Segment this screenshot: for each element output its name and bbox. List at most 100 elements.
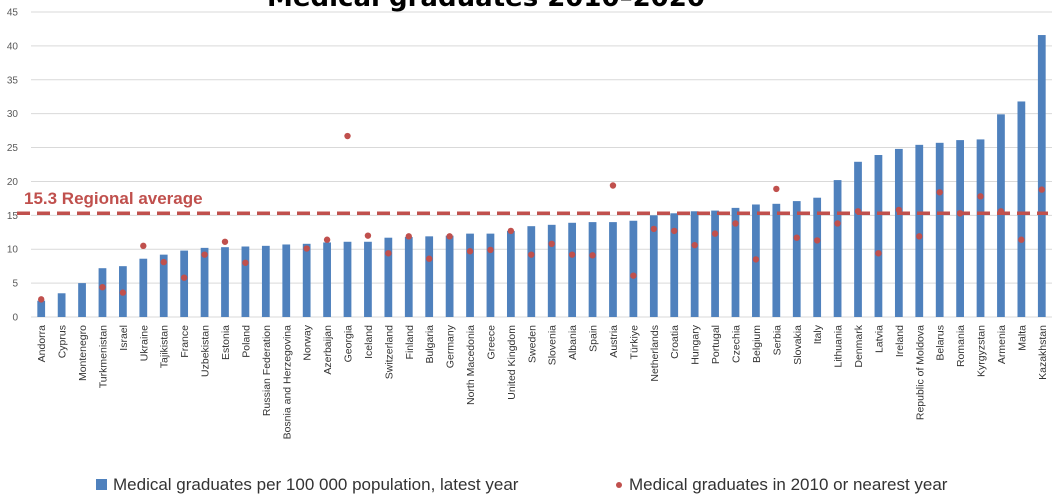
y-tick-label: 40 bbox=[7, 41, 19, 52]
bar bbox=[1017, 101, 1025, 317]
bar bbox=[466, 234, 474, 317]
x-category-label: France bbox=[179, 325, 191, 358]
x-category-label: United Kingdom bbox=[506, 325, 518, 400]
x-category-label: Lithuania bbox=[833, 325, 845, 368]
bar bbox=[956, 140, 964, 317]
bar bbox=[936, 143, 944, 317]
bar bbox=[977, 139, 985, 317]
x-category-label: Russian Federation bbox=[261, 325, 273, 416]
point bbox=[344, 133, 350, 139]
bar bbox=[180, 251, 188, 317]
bar bbox=[813, 198, 821, 317]
x-category-label: Turkmenistan bbox=[97, 325, 109, 388]
x-category-label: Netherlands bbox=[649, 325, 661, 382]
bar bbox=[772, 204, 780, 317]
point bbox=[181, 274, 187, 280]
x-category-label: Portugal bbox=[710, 325, 722, 364]
x-category-label: Romania bbox=[955, 325, 967, 367]
point bbox=[569, 251, 575, 257]
point bbox=[161, 259, 167, 265]
point bbox=[38, 296, 44, 302]
x-category-label: Cyprus bbox=[57, 325, 69, 358]
y-tick-label: 5 bbox=[12, 279, 18, 290]
legend-point-label: Medical graduates in 2010 or nearest yea… bbox=[629, 475, 948, 494]
point bbox=[589, 252, 595, 258]
bar bbox=[78, 283, 86, 317]
x-category-label: Serbia bbox=[771, 325, 783, 356]
x-category-label: Uzbekistan bbox=[200, 325, 212, 377]
x-category-label: Greece bbox=[485, 325, 497, 360]
bar bbox=[711, 211, 719, 317]
x-category-label: Belgium bbox=[751, 325, 763, 363]
point bbox=[916, 233, 922, 239]
x-category-label: Montenegro bbox=[77, 325, 89, 381]
chart-title: Medical graduates 2010–2020 bbox=[267, 0, 705, 13]
x-category-label: Ireland bbox=[894, 325, 906, 357]
x-category-label: Slovakia bbox=[792, 325, 804, 365]
point bbox=[528, 251, 534, 257]
bar bbox=[875, 155, 883, 317]
regional-average-label: 15.3 Regional average bbox=[24, 189, 203, 208]
bar bbox=[262, 246, 270, 317]
x-category-label: Spain bbox=[588, 325, 600, 352]
bar bbox=[221, 247, 229, 317]
x-category-label: Malta bbox=[1016, 325, 1028, 351]
x-category-label: Czechia bbox=[730, 325, 742, 363]
x-category-label: Norway bbox=[302, 324, 314, 360]
bar bbox=[630, 221, 638, 317]
point bbox=[426, 256, 432, 262]
point bbox=[671, 228, 677, 234]
bar bbox=[691, 211, 699, 317]
x-category-label: Italy bbox=[812, 324, 824, 344]
x-category-label: Hungary bbox=[690, 324, 702, 364]
x-category-label: Denmark bbox=[853, 324, 865, 367]
y-tick-label: 35 bbox=[7, 75, 19, 86]
bar bbox=[854, 162, 862, 317]
point bbox=[99, 284, 105, 290]
point bbox=[487, 247, 493, 253]
x-category-label: Georgia bbox=[343, 325, 355, 363]
x-axis-categories: Andorra Cyprus Montenegro Turkmenistan Israe… bbox=[36, 324, 1049, 439]
point bbox=[365, 232, 371, 238]
point bbox=[691, 242, 697, 248]
x-category-label: Switzerland bbox=[383, 325, 395, 379]
point bbox=[610, 182, 616, 188]
x-category-label: Türkiye bbox=[628, 325, 640, 360]
bar bbox=[834, 180, 842, 317]
bar bbox=[487, 234, 495, 317]
point bbox=[834, 220, 840, 226]
reference-line-group: 15.3 Regional average bbox=[17, 189, 1048, 213]
point-series bbox=[38, 133, 1045, 303]
bar bbox=[895, 149, 903, 317]
point bbox=[385, 250, 391, 256]
y-tick-label: 20 bbox=[7, 177, 19, 188]
legend-bar-swatch bbox=[96, 479, 107, 490]
x-category-label: Iceland bbox=[363, 325, 375, 359]
bar bbox=[568, 223, 576, 317]
x-category-label: Belarus bbox=[935, 325, 947, 361]
x-category-label: Poland bbox=[240, 325, 252, 358]
x-category-label: Tajikistan bbox=[159, 325, 171, 368]
point bbox=[549, 241, 555, 247]
point bbox=[630, 272, 636, 278]
bar bbox=[242, 247, 250, 317]
point bbox=[814, 237, 820, 243]
point bbox=[794, 235, 800, 241]
bar bbox=[997, 114, 1005, 317]
x-category-label: Kyrgyzstan bbox=[976, 325, 988, 377]
point bbox=[712, 230, 718, 236]
y-tick-label: 30 bbox=[7, 109, 19, 120]
point bbox=[406, 233, 412, 239]
y-tick-label: 15 bbox=[7, 211, 19, 222]
y-tick-label: 45 bbox=[7, 8, 19, 19]
legend-bar-label: Medical graduates per 100 000 population… bbox=[113, 475, 519, 494]
bar bbox=[282, 244, 290, 317]
point bbox=[753, 256, 759, 262]
point bbox=[508, 228, 514, 234]
y-tick-label: 0 bbox=[12, 313, 18, 324]
y-axis-ticks: 0 5 10 15 20 25 30 35 40 45 bbox=[7, 8, 19, 324]
x-category-label: Republic of Moldova bbox=[914, 325, 926, 420]
bar bbox=[344, 242, 352, 317]
x-category-label: Andorra bbox=[36, 325, 48, 363]
bar-series bbox=[37, 35, 1045, 317]
